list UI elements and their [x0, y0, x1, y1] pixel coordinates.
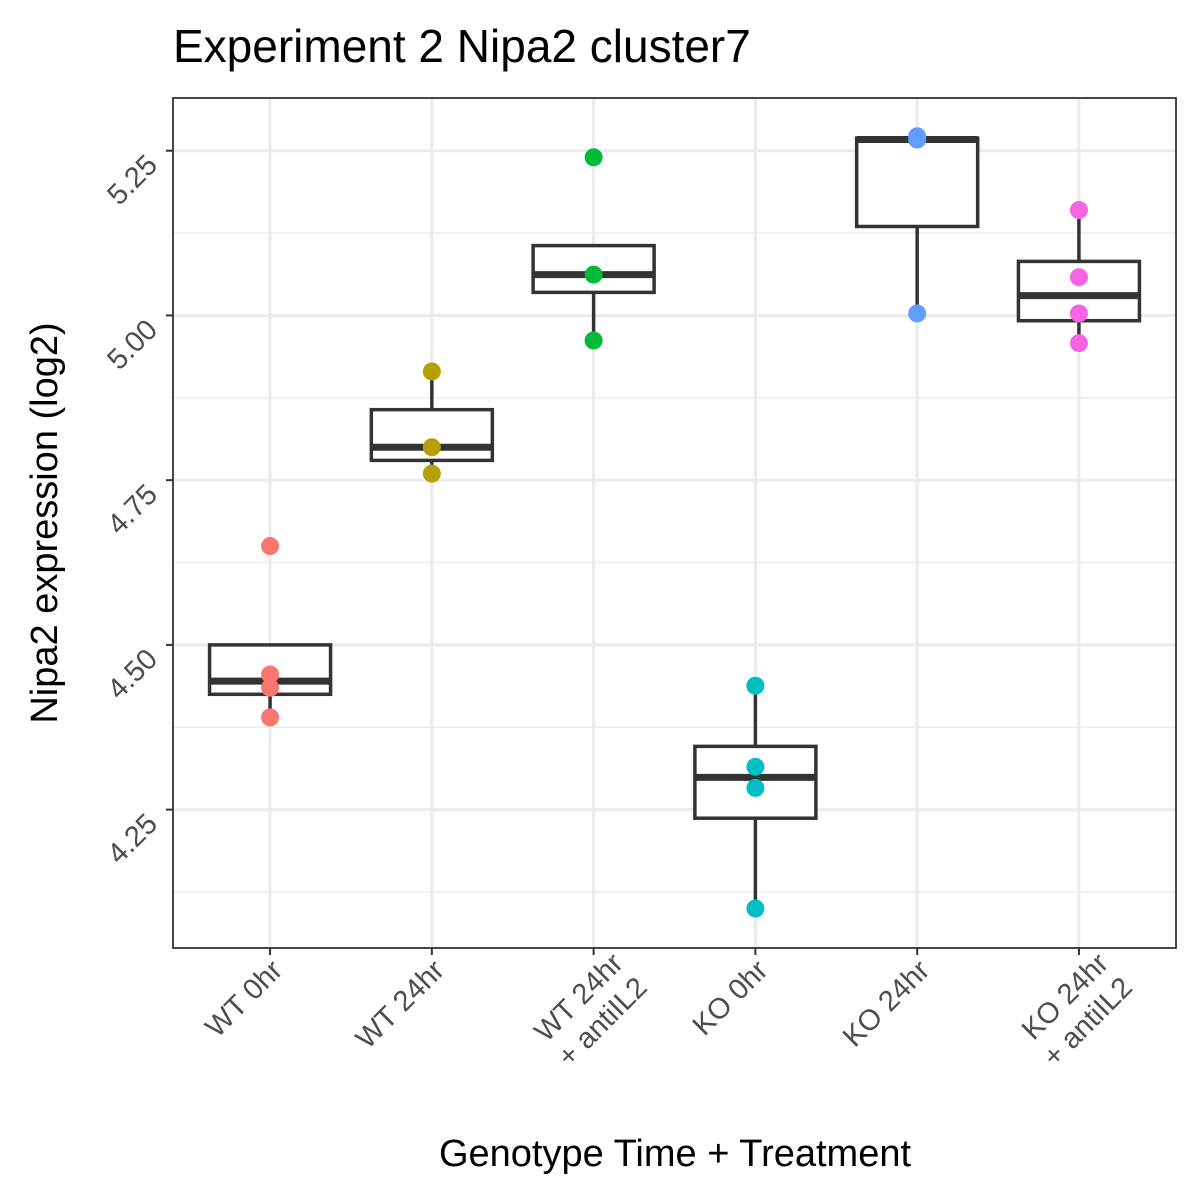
point-5-3 — [1069, 334, 1088, 353]
y-axis: 4.25 4.50 4.75 5.00 5.25 — [101, 149, 173, 870]
point-3-3 — [746, 899, 765, 918]
point-3-1 — [746, 757, 765, 776]
x-tick-label-line-4-0: KO 24hr — [837, 954, 936, 1053]
chart-title: Experiment 2 Nipa2 cluster7 — [173, 20, 751, 72]
x-tick-label-3: KO 0hr — [687, 954, 775, 1042]
point-1-2 — [422, 464, 441, 483]
box-4 — [854, 136, 980, 229]
point-2-0 — [584, 148, 603, 167]
point-5-1 — [1069, 268, 1088, 287]
x-axis-title: Genotype Time + Treatment — [439, 1133, 912, 1175]
point-3-2 — [746, 778, 765, 797]
minor-gridlines — [173, 232, 1176, 893]
y-tick-label-3: 5.00 — [101, 314, 164, 377]
x-tick-label-4: KO 24hr — [837, 954, 936, 1053]
x-tick-label-line-0-0: WT 0hr — [200, 954, 290, 1044]
y-axis-title: Nipa2 expression (log2) — [24, 322, 66, 723]
x-tick-label-2: WT 24hr+ antiIL2 — [528, 947, 654, 1073]
point-0-1 — [261, 665, 280, 684]
point-3-0 — [746, 676, 765, 695]
x-tick-label-1: WT 24hr — [350, 954, 451, 1055]
y-tick-label-4: 5.25 — [101, 149, 164, 212]
major-gridlines — [173, 98, 1176, 948]
point-0-3 — [261, 708, 280, 727]
x-tick-label-5: KO 24hr+ antiIL2 — [1013, 947, 1139, 1073]
point-5-2 — [1069, 304, 1088, 323]
point-5-0 — [1069, 201, 1088, 220]
x-axis: WT 0hr WT 24hr WT 24hr+ antiIL2 KO 0hr KO 24… — [200, 947, 1139, 1073]
y-tick-label-2: 4.75 — [101, 478, 164, 541]
x-tick-label-0: WT 0hr — [200, 954, 290, 1044]
point-4-2 — [908, 304, 927, 323]
point-0-0 — [261, 537, 280, 556]
point-1-0 — [422, 362, 441, 381]
x-tick-label-line-3-0: KO 0hr — [687, 954, 775, 1042]
data-points — [261, 127, 1088, 918]
point-0-2 — [261, 678, 280, 697]
y-tick-label-1: 4.50 — [101, 643, 164, 706]
x-tick-label-line-1-0: WT 24hr — [350, 954, 451, 1055]
boxplots — [207, 136, 1142, 909]
y-tick-label-0: 4.25 — [101, 808, 164, 871]
panel-border — [172, 97, 1177, 949]
point-2-2 — [584, 331, 603, 350]
point-1-1 — [422, 438, 441, 457]
point-4-1 — [908, 130, 927, 149]
point-2-1 — [584, 265, 603, 284]
